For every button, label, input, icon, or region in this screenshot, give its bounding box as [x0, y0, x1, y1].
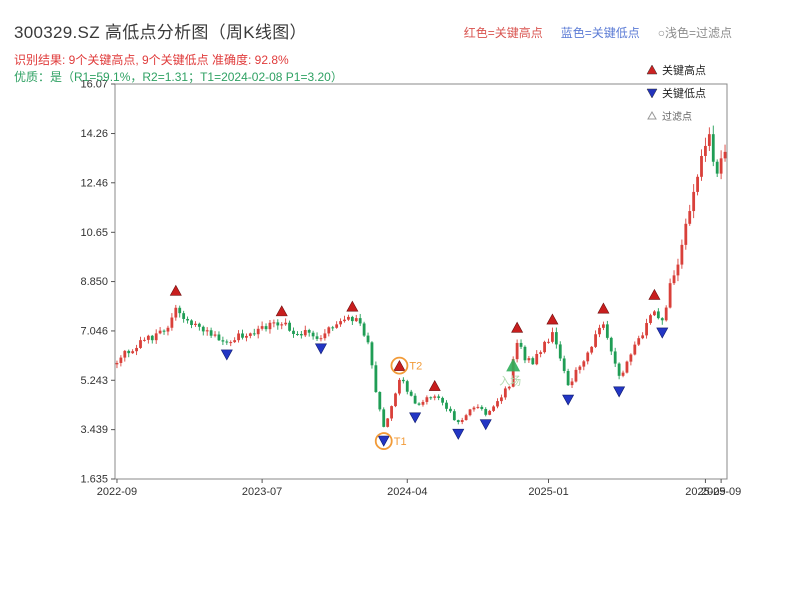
key-high-marker-icon [511, 321, 524, 333]
annotation-circle [374, 432, 393, 450]
key-high-marker-icon [428, 379, 441, 391]
key-high-marker-icon [393, 359, 406, 371]
annotation-label: T1 [394, 436, 407, 448]
key-low-marker-icon [409, 412, 422, 424]
legend-item-label: 关键高点 [662, 63, 706, 77]
y-tick-label: 7.046 [80, 325, 108, 337]
legend-filtered-label: ○浅色=过滤点 [657, 26, 732, 40]
key-low-marker-icon [452, 428, 465, 440]
legend-item-label: 过滤点 [662, 110, 692, 123]
key-low-marker-icon [220, 349, 233, 361]
y-tick-label: 8.850 [80, 276, 108, 288]
candles-group [115, 125, 727, 428]
legend-key-high-label: 红色=关键高点 [463, 26, 543, 40]
page-title: 300329.SZ 高低点分析图（周K线图） [14, 23, 307, 42]
key-low-marker-icon [656, 327, 669, 339]
key-high-marker-icon [346, 300, 359, 312]
quality-line: 优质：是（R1=59.1%，R2=1.31；T1=2024-02-08 P1=3… [14, 70, 343, 84]
top-legend: 红色=关键高点 蓝色=关键低点 ○浅色=过滤点 [464, 24, 732, 41]
key-low-marker-icon [562, 394, 575, 406]
y-tick-label: 10.65 [80, 227, 108, 239]
annotation-circle [390, 356, 409, 375]
y-tick-label: 12.46 [80, 177, 108, 189]
key-high-marker-icon [275, 305, 288, 317]
key-low-marker-icon [377, 435, 390, 447]
y-tick-label: 5.243 [80, 375, 108, 387]
x-tick-label: 2024-04 [387, 486, 427, 498]
entry-marker-icon [506, 358, 521, 372]
legend-low-icon [646, 88, 658, 99]
key-high-marker-icon [546, 313, 559, 325]
key-point-markers: 入场 T1 T2 [169, 284, 669, 450]
y-tick-label: 14.26 [80, 128, 108, 140]
x-tick-label: 2023-07 [242, 486, 282, 498]
annotation-label: T2 [409, 361, 422, 373]
key-low-marker-icon [479, 419, 492, 431]
x-tick-label: 2025-09 [701, 486, 741, 498]
x-tick-label: 2025-01 [528, 486, 568, 498]
key-high-marker-icon [648, 288, 661, 300]
axes: 16.07 14.26 12.46 10.65 8.850 7.046 5.243 3.439… [80, 79, 741, 499]
y-tick-label: 3.439 [80, 424, 108, 436]
legend-filtered-icon [647, 110, 657, 120]
y-tick-label: 1.635 [80, 474, 108, 486]
key-high-marker-icon [169, 284, 182, 296]
x-tick-label: 2022-09 [97, 486, 137, 498]
plot-border [114, 83, 728, 480]
key-high-marker-icon [597, 302, 610, 314]
legend-high-icon [646, 64, 658, 75]
legend-key-low-label: 蓝色=关键低点 [560, 26, 640, 40]
recognition-result: 识别结果: 9个关键高点, 9个关键低点 准确度: 92.8% [14, 53, 289, 67]
entry-label: 入场 [499, 373, 521, 387]
x-tick-label: 2025-09 [685, 486, 725, 498]
y-tick-label: 16.07 [80, 79, 108, 91]
key-low-marker-icon [613, 386, 626, 398]
key-low-marker-icon [314, 343, 327, 355]
legend-item-label: 关键低点 [662, 86, 706, 100]
